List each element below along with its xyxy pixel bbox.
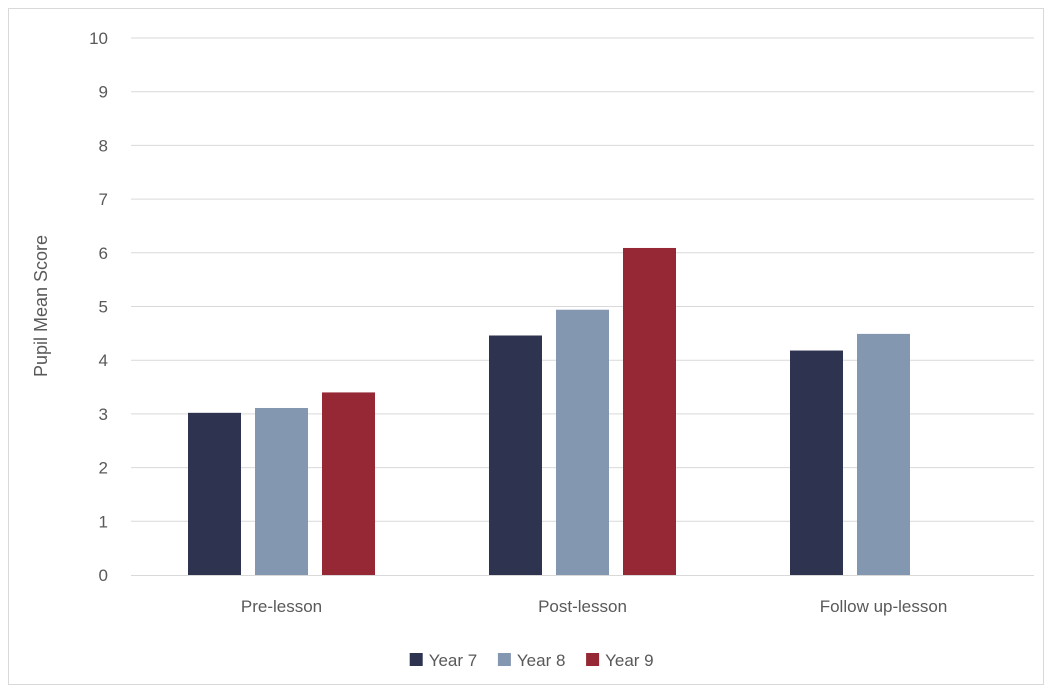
y-axis-tick-labels: 0 1 2 3 4 5 6 7 8 9 10 (89, 29, 108, 585)
bar-year-7-follow-up-lesson (790, 350, 843, 575)
legend-swatch (497, 653, 511, 666)
legend-swatch (586, 653, 600, 666)
bar-year-8-pre-lesson (255, 407, 308, 575)
x-axis: Pre-lesson Post-lesson Follow up-lesson (131, 575, 1034, 616)
legend-label: Year 7 (429, 651, 478, 670)
x-category-label: Follow up-lesson (820, 597, 948, 616)
bars (188, 247, 910, 576)
y-tick-label: 5 (99, 298, 108, 317)
y-tick-label: 6 (99, 244, 108, 263)
bar-year-7-pre-lesson (188, 412, 241, 575)
y-tick-label: 4 (99, 351, 108, 370)
bar-year-7-post-lesson (489, 335, 542, 575)
y-tick-label: 2 (99, 459, 108, 478)
bar-year-8-post-lesson (556, 309, 609, 575)
y-tick-label: 1 (99, 512, 108, 531)
y-tick-label: 10 (89, 29, 108, 48)
y-tick-label: 3 (99, 405, 108, 424)
legend-item: Year 8 (497, 651, 566, 670)
y-tick-label: 9 (99, 83, 108, 102)
x-category-label: Post-lesson (538, 597, 627, 616)
y-axis-title: Pupil Mean Score (31, 235, 51, 377)
x-category-label: Pre-lesson (241, 597, 322, 616)
legend-item: Year 9 (586, 651, 654, 670)
legend-swatch (409, 653, 423, 666)
bar-year-8-follow-up-lesson (857, 333, 910, 575)
y-tick-label: 0 (99, 566, 108, 585)
legend-label: Year 9 (605, 651, 654, 670)
bar-year-9-pre-lesson (322, 392, 375, 575)
y-tick-label: 8 (99, 136, 108, 155)
legend: Year 7 Year 8 Year 9 (409, 651, 654, 670)
legend-item: Year 7 (409, 651, 478, 670)
bar-year-9-post-lesson (623, 247, 676, 576)
legend-label: Year 8 (517, 651, 566, 670)
y-tick-label: 7 (99, 190, 108, 209)
